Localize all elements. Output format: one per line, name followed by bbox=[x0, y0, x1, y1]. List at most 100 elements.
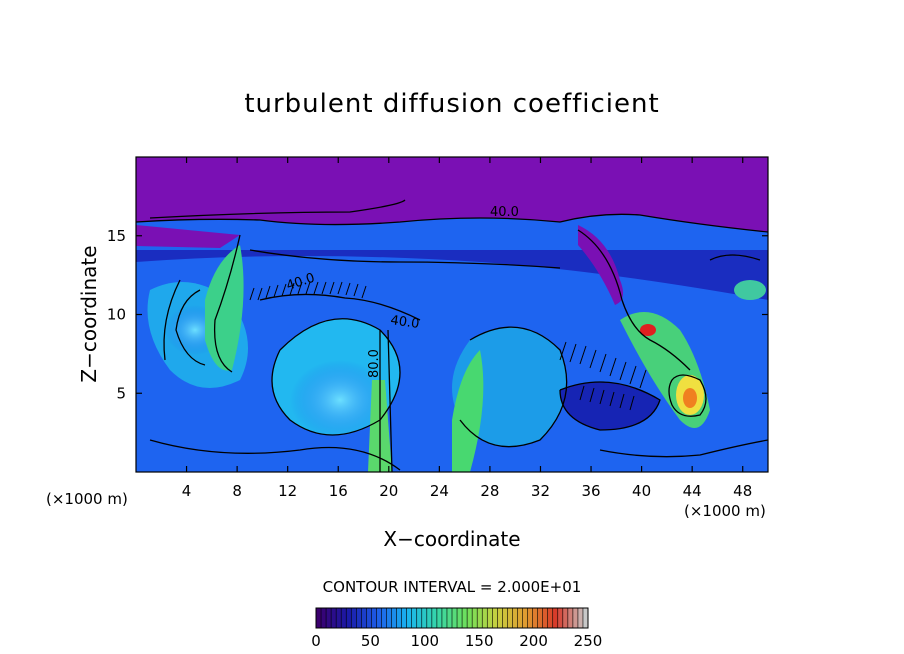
colorbar-cell bbox=[487, 608, 493, 628]
colorbar-cell bbox=[426, 608, 433, 628]
colorbar-cell bbox=[462, 608, 468, 628]
colorbar-cell bbox=[577, 608, 584, 628]
colorbar-cell bbox=[446, 608, 453, 628]
x-tick-label: 16 bbox=[329, 482, 348, 500]
contour-label: 80.0 bbox=[367, 349, 382, 378]
x-unit-left: (×1000 m) bbox=[46, 490, 128, 508]
colorbar-cell bbox=[552, 608, 559, 628]
colorbar-cell bbox=[381, 608, 388, 628]
colorbar-cell bbox=[507, 608, 513, 628]
colorbar-cell bbox=[326, 608, 332, 628]
colorbar-cell bbox=[331, 608, 337, 628]
field-purple-top bbox=[136, 157, 768, 232]
colorbar-cell bbox=[557, 608, 564, 628]
contour-hatch bbox=[249, 281, 647, 411]
y-axis-ticks: 5 10 15 bbox=[107, 227, 768, 402]
colorbar-cell bbox=[467, 608, 473, 628]
y-tick-label: 5 bbox=[116, 384, 126, 402]
colorbar-cell bbox=[351, 608, 357, 628]
field-green-right-edge bbox=[734, 280, 766, 300]
colorbar-cell bbox=[562, 608, 569, 628]
colorbar-tick-label: 100 bbox=[410, 632, 439, 650]
colorbar-cell bbox=[401, 608, 408, 628]
colorbar-cell bbox=[371, 608, 377, 628]
field-orange-core bbox=[683, 388, 697, 408]
x-axis-ticks: 4 8 12 16 20 24 28 32 36 40 44 48 bbox=[182, 157, 752, 500]
colorbar-cell bbox=[336, 608, 342, 628]
colorbar-cell bbox=[391, 608, 398, 628]
colorbar-tick-label: 200 bbox=[519, 632, 548, 650]
x-tick-label: 32 bbox=[531, 482, 550, 500]
colorbar-cell bbox=[436, 608, 443, 628]
colorbar-cell bbox=[366, 608, 372, 628]
field-green-plume-mid bbox=[452, 350, 484, 472]
field-purple-left-strip bbox=[136, 225, 240, 248]
x-tick-label: 28 bbox=[480, 482, 499, 500]
x-tick-label: 8 bbox=[232, 482, 242, 500]
x-tick-label: 4 bbox=[182, 482, 192, 500]
colorbar-cell bbox=[356, 608, 362, 628]
x-tick-label: 12 bbox=[278, 482, 297, 500]
colorbar-tick-label: 0 bbox=[311, 632, 321, 650]
colorbar-cell bbox=[346, 608, 352, 628]
colorbar-cell bbox=[482, 608, 488, 628]
colorbar-tick-label: 150 bbox=[465, 632, 494, 650]
colorbar-cell bbox=[572, 608, 579, 628]
plot-area bbox=[136, 157, 768, 472]
colorbar-cell bbox=[406, 608, 413, 628]
colorbar-cell bbox=[316, 608, 322, 628]
y-axis-label: Z−coordinate bbox=[77, 245, 101, 382]
colorbar-cell bbox=[547, 608, 554, 628]
colorbar-cell bbox=[421, 608, 428, 628]
colorbar-tick-label: 50 bbox=[361, 632, 380, 650]
colorbar-cell bbox=[477, 608, 483, 628]
field-highlight-mid bbox=[290, 360, 390, 440]
colorbar-cell bbox=[321, 608, 327, 628]
colorbar-cell bbox=[537, 608, 544, 628]
colorbar-cell bbox=[416, 608, 423, 628]
x-unit-right: (×1000 m) bbox=[684, 502, 766, 520]
colorbar-tick-label: 250 bbox=[574, 632, 603, 650]
colorbar-cell bbox=[582, 608, 589, 628]
colorbar-cell bbox=[411, 608, 418, 628]
contour-label: 40.0 bbox=[389, 313, 420, 332]
x-tick-label: 36 bbox=[581, 482, 600, 500]
contour-label-group: 40.0 40.0 40.0 80.0 bbox=[285, 205, 519, 378]
colorbar-cell bbox=[532, 608, 539, 628]
x-tick-label: 48 bbox=[733, 482, 752, 500]
colorbar-cell bbox=[542, 608, 549, 628]
colorbar-cell bbox=[396, 608, 403, 628]
contour-label: 40.0 bbox=[490, 205, 519, 220]
colorbar-cell bbox=[376, 608, 382, 628]
colorbar-cell bbox=[472, 608, 478, 628]
colorbar-cell bbox=[361, 608, 367, 628]
colorbar-cell bbox=[341, 608, 347, 628]
x-tick-label: 44 bbox=[683, 482, 702, 500]
colorbar bbox=[315, 608, 589, 628]
colorbar-cell bbox=[441, 608, 448, 628]
colorbar-cell bbox=[386, 608, 393, 628]
x-axis-label: X−coordinate bbox=[383, 527, 520, 551]
field-red-core bbox=[640, 324, 656, 336]
colorbar-cell bbox=[457, 608, 463, 628]
colorbar-cell bbox=[452, 608, 458, 628]
y-tick-label: 10 bbox=[107, 306, 126, 324]
colorbar-cell bbox=[527, 608, 534, 628]
colorbar-frame bbox=[315, 607, 589, 629]
contour-lines bbox=[136, 199, 768, 472]
colorbar-cell bbox=[512, 608, 518, 628]
colorbar-cell bbox=[522, 608, 529, 628]
colorbar-cell bbox=[517, 608, 524, 628]
colorbar-cell bbox=[502, 608, 508, 628]
x-tick-label: 20 bbox=[379, 482, 398, 500]
contour-interval-text: CONTOUR INTERVAL = 2.000E+01 bbox=[323, 578, 582, 596]
colorbar-ticks: 0 50 100 150 200 250 bbox=[311, 632, 602, 650]
colorbar-cell bbox=[492, 608, 498, 628]
x-tick-label: 40 bbox=[632, 482, 651, 500]
y-tick-label: 15 bbox=[107, 227, 126, 245]
colorbar-cell bbox=[567, 608, 574, 628]
colorbar-cell bbox=[431, 608, 438, 628]
x-tick-label: 24 bbox=[430, 482, 449, 500]
field-purple-right-tongue bbox=[578, 225, 624, 305]
